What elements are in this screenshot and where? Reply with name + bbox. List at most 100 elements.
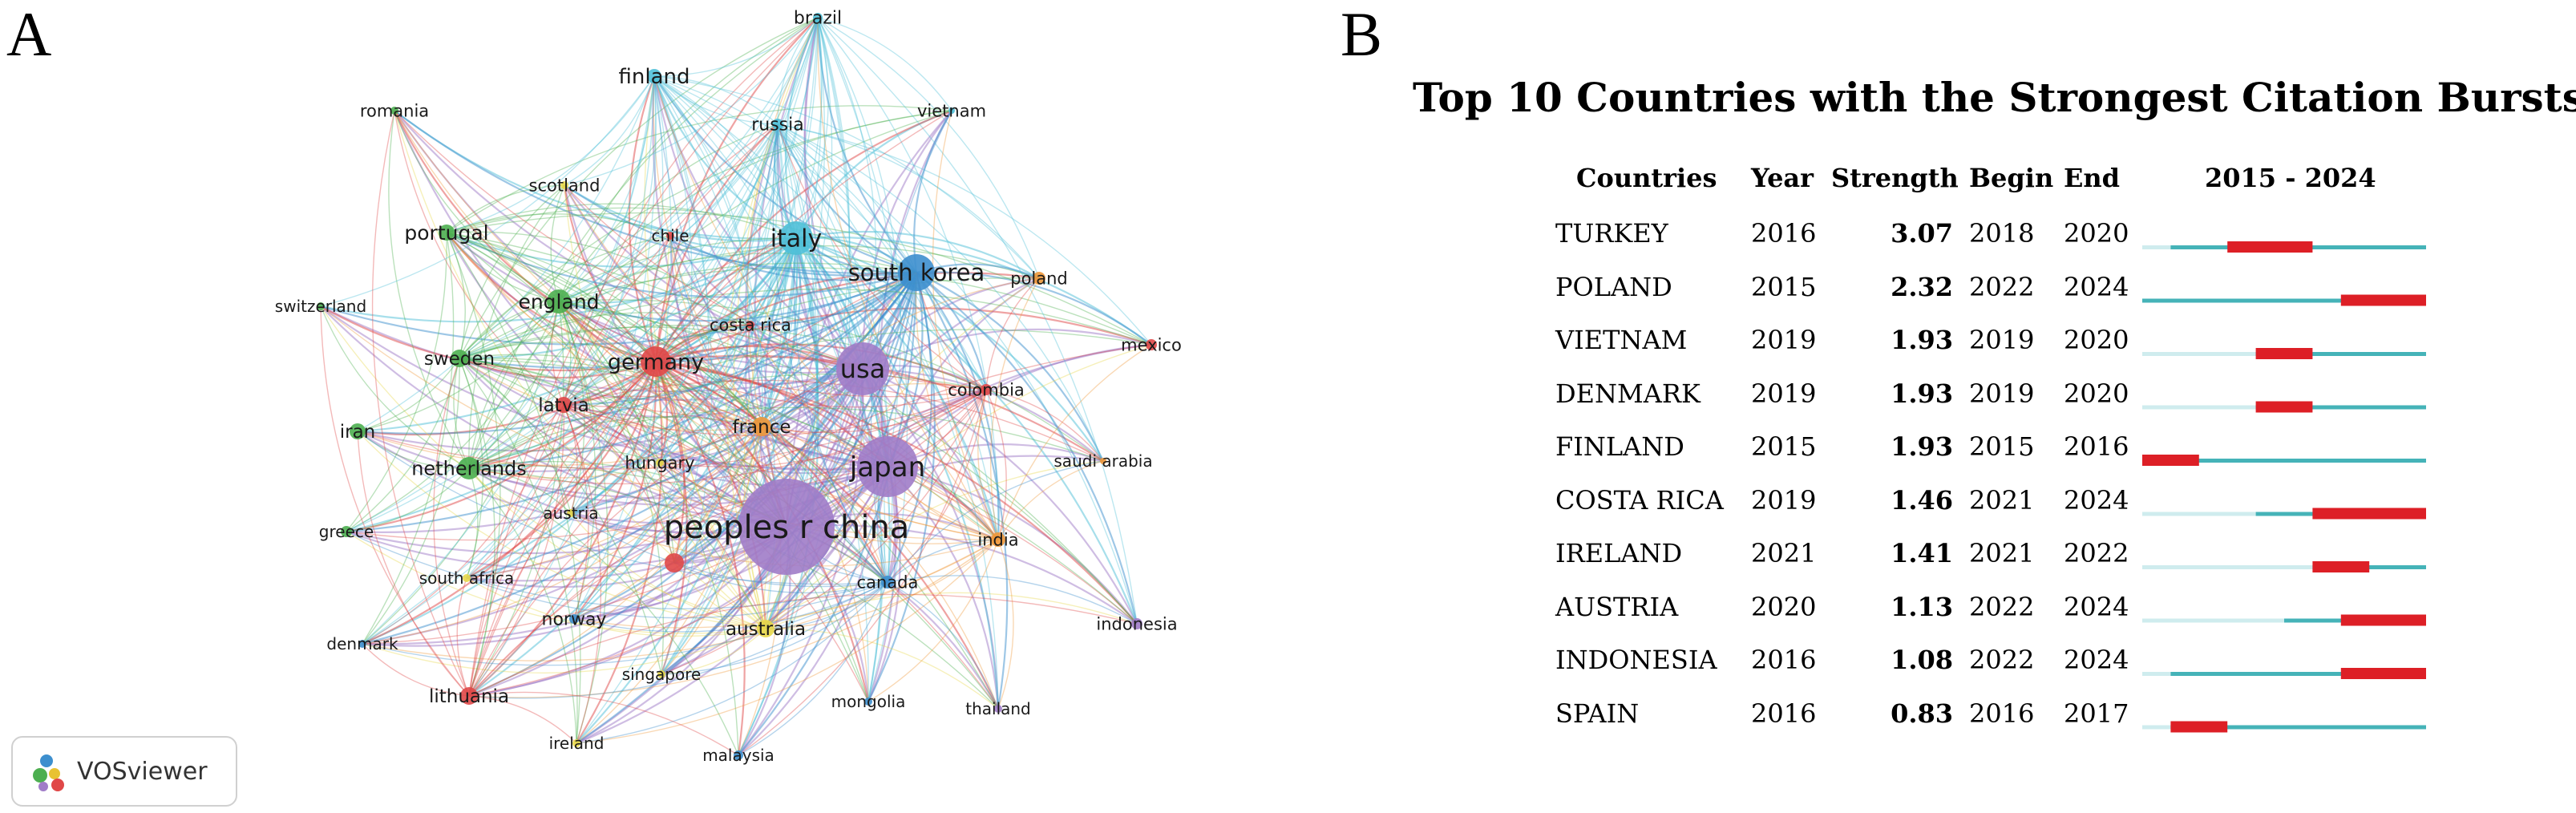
network-edge [459, 358, 762, 431]
panel-b-letter: B [1341, 0, 1383, 69]
row-end: 2024 [2064, 271, 2129, 302]
node-label-switzerland: switzerland [275, 297, 366, 316]
network-edge [551, 301, 564, 406]
node-france [752, 417, 771, 436]
node-denmark [358, 640, 366, 648]
network-edge [563, 356, 863, 406]
network-edge [466, 17, 819, 579]
network-edge [738, 272, 918, 756]
network-edge [576, 466, 888, 745]
network-edge [468, 237, 798, 697]
network-edge [628, 75, 657, 362]
network-edge [784, 17, 819, 239]
network-edge [653, 75, 999, 540]
network-edge [459, 358, 578, 744]
network-edge [459, 358, 484, 579]
network-edge [765, 460, 1104, 629]
network-edge [446, 232, 581, 744]
network-edge [573, 539, 999, 629]
network-edge [468, 406, 1104, 469]
network-edge [466, 577, 766, 637]
node-germany [641, 346, 671, 377]
network-edge [446, 232, 657, 363]
node-russia [772, 119, 783, 130]
network-edge [459, 358, 787, 528]
network-edge [576, 237, 798, 744]
network-edge [558, 301, 664, 675]
network-edge [558, 123, 778, 302]
row-year: 2021 [1751, 538, 1817, 568]
node-label-italy: italy [770, 225, 823, 253]
network-edge [456, 577, 470, 697]
network-edge [446, 207, 917, 273]
row-strength: 1.93 [1891, 431, 1953, 462]
node-latvia [556, 397, 572, 413]
network-edge [357, 431, 470, 469]
network-edge [394, 110, 863, 370]
network-edge [761, 272, 917, 427]
network-edge [394, 110, 657, 363]
network-edge [653, 75, 797, 239]
row-year: 2016 [1751, 218, 1817, 249]
network-edge [817, 17, 901, 467]
node-hungary [656, 459, 664, 467]
network-edge [320, 75, 655, 307]
network-edge [446, 232, 787, 528]
network-edge [563, 75, 657, 406]
network-edge [887, 581, 999, 710]
node-iran [350, 423, 366, 439]
node-label-saudi-arabia: saudi arabia [1053, 451, 1152, 471]
network-edge [357, 237, 797, 433]
network-edge [394, 110, 999, 540]
row-year: 2016 [1751, 645, 1817, 675]
network-edge [320, 305, 470, 697]
network-edge [468, 110, 952, 469]
burst-bar-highlight [2340, 294, 2426, 306]
network-edge [320, 305, 999, 540]
vosviewer-badge: VOSviewer [11, 736, 237, 807]
network-edge [867, 272, 936, 702]
network-edge [761, 426, 999, 710]
node-colombia [981, 384, 992, 395]
network-edge [887, 343, 1152, 467]
network-edge [765, 389, 987, 629]
network-edge [673, 237, 798, 564]
network-edge [916, 271, 1152, 346]
network-edge [862, 367, 1138, 625]
node-label-germany: germany [608, 350, 704, 374]
row-year: 2019 [1751, 378, 1817, 409]
network-edge [362, 426, 762, 645]
network-edge [777, 123, 999, 540]
network-edge [468, 329, 1152, 469]
network-edge [346, 301, 560, 532]
network-edge [564, 184, 766, 629]
network-edge [362, 628, 766, 673]
network-edge [655, 361, 766, 629]
node-malaysia [734, 750, 743, 760]
node-mexico [1146, 339, 1157, 350]
network-edge [673, 426, 762, 564]
network-edge [817, 17, 999, 540]
network-edge [576, 368, 864, 744]
node-label-vietnam: vietnam [917, 101, 986, 120]
network-edge [576, 123, 779, 744]
network-edge [357, 431, 470, 697]
network-edge [558, 301, 675, 564]
network-edge [459, 358, 766, 629]
network-edge [468, 75, 657, 697]
network-edge [661, 272, 918, 675]
network-edge [346, 237, 797, 533]
burst-bar-highlight [2255, 401, 2313, 413]
network-edge [446, 232, 675, 564]
row-end: 2020 [2064, 325, 2129, 355]
network-edge [765, 581, 888, 629]
network-edge [357, 358, 460, 432]
network-edge [362, 361, 657, 645]
network-edge [563, 379, 1104, 462]
network-edge [446, 105, 952, 233]
network-edge [653, 75, 987, 390]
network-edge [997, 344, 1152, 540]
network-edge [655, 237, 797, 362]
network-edge [357, 361, 657, 436]
network-edge [795, 237, 1104, 462]
